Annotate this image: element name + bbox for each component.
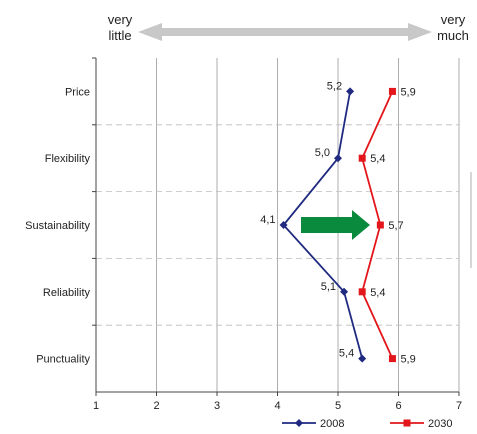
legend-label-2008: 2008 [320,418,344,430]
data-label-2008: 5,4 [339,348,354,360]
legend-marker-2030 [403,419,411,427]
point-2008 [358,354,367,363]
axes: 1 2 3 4 5 6 7 Price Flexibility Sustainability Rel… [25,57,462,412]
category-label: Sustainability [25,220,90,232]
data-label-2030: 5,4 [370,153,385,165]
data-label-2030: 5,4 [370,287,385,299]
x-tick-label: 3 [214,400,220,412]
data-label-2030: 5,9 [400,86,415,98]
scale-label-left-line2: little [108,28,131,43]
x-tick-label: 7 [456,400,462,412]
legend: 2008 2030 [282,418,452,430]
legend-label-2030: 2030 [428,418,452,430]
data-label-2008: 5,0 [315,147,330,159]
point-2008 [340,287,349,296]
point-2008 [279,221,288,229]
point-2030 [376,221,384,229]
data-label-2008: 5,2 [327,80,342,92]
scale-header: very little very much [108,12,469,43]
point-2030 [358,154,366,162]
category-label: Reliability [43,287,91,299]
point-2030 [388,355,396,363]
scale-label-left-line1: very [108,12,133,27]
scale-label-right-line2: much [437,28,469,43]
category-label: Price [65,86,90,98]
x-tick-label: 1 [93,400,99,412]
point-2030 [358,288,366,296]
scale-double-arrow [138,23,432,41]
category-label: Punctuality [36,354,90,366]
x-tick-label: 5 [335,400,341,412]
point-2008 [334,154,342,163]
category-label: Flexibility [45,153,91,165]
data-label-2008: 4,1 [260,214,275,226]
trend-arrow [301,210,370,240]
x-tick-label: 2 [153,400,159,412]
scale-label-right-line1: very [441,12,466,27]
point-2030 [388,87,396,95]
grid [96,58,472,392]
series: 5,2 5,0 4,1 5,1 5,4 5,9 5,4 5,7 5,4 5,9 [260,80,415,365]
data-label-2030: 5,9 [400,354,415,366]
legend-marker-2008 [295,419,303,427]
data-label-2008: 5,1 [321,281,336,293]
x-tick-label: 6 [395,400,401,412]
point-2008 [346,87,355,96]
annotations [301,210,370,240]
x-tick-label: 4 [274,400,280,412]
data-label-2030: 5,7 [388,220,403,232]
